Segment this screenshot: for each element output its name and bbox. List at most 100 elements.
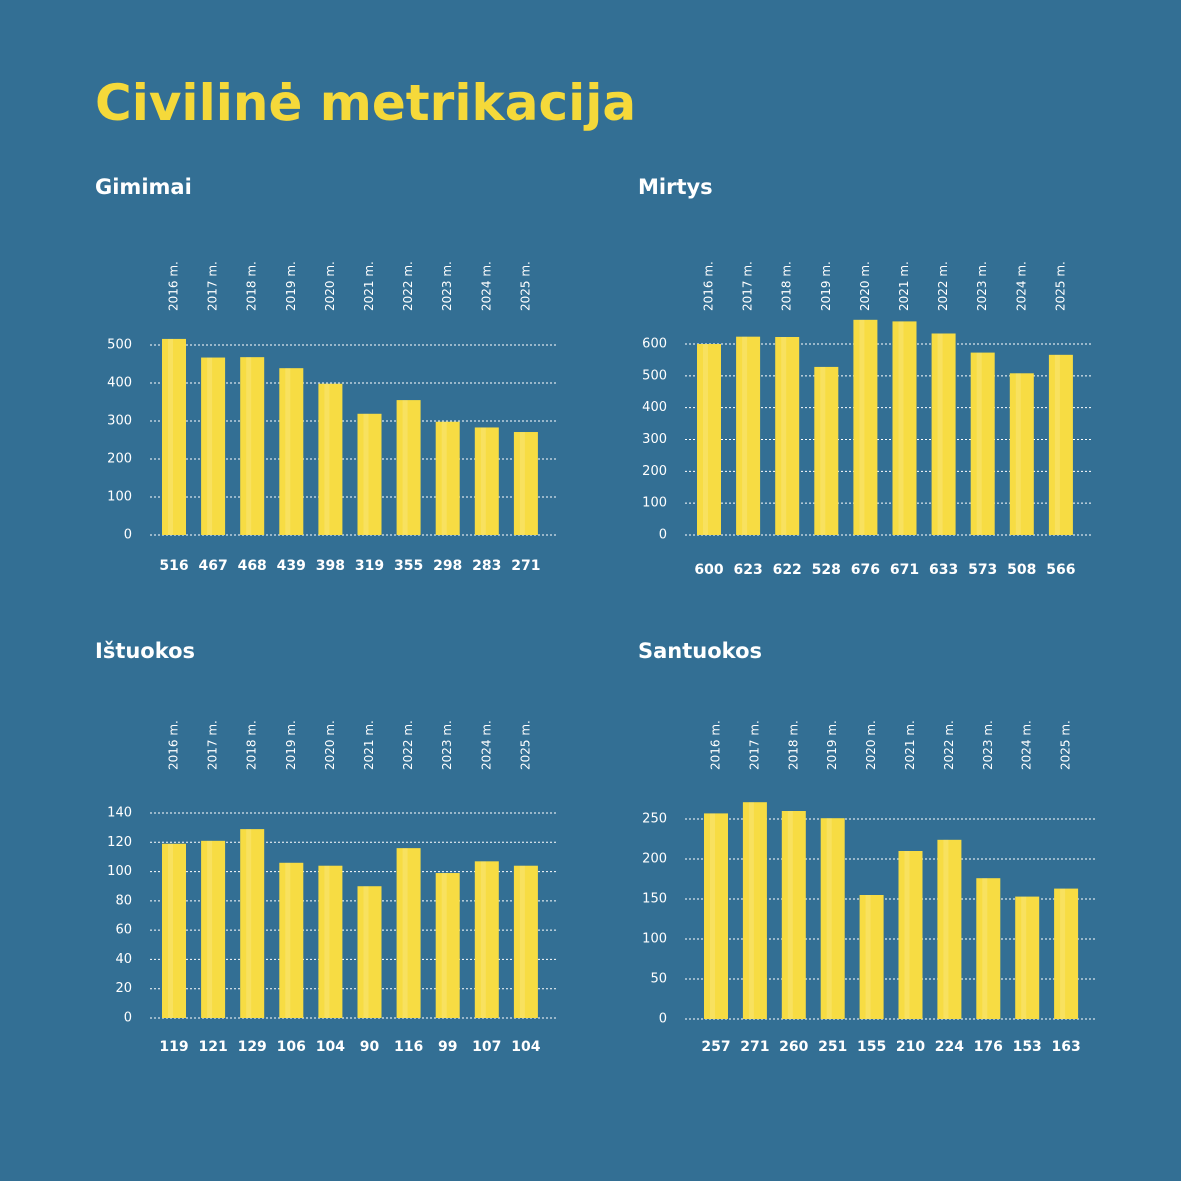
bar — [162, 843, 186, 1018]
bar — [318, 383, 343, 535]
bar — [853, 319, 878, 535]
y-tick-label: 120 — [107, 835, 132, 850]
category-label: 2024 m. — [479, 720, 493, 770]
bar-highlight — [820, 366, 826, 535]
bar-highlight — [748, 802, 754, 1019]
y-tick-label: 20 — [115, 981, 132, 996]
y-tick-label: 250 — [642, 812, 667, 827]
y-tick-label: 100 — [642, 496, 667, 511]
value-label: 271 — [511, 558, 540, 574]
bar-highlight — [246, 829, 252, 1018]
value-label: 153 — [1013, 1039, 1042, 1055]
y-tick-label: 150 — [642, 892, 667, 907]
bar-highlight — [480, 427, 486, 535]
value-label: 107 — [472, 1039, 501, 1055]
bar-highlight — [285, 368, 291, 535]
bar — [474, 861, 499, 1018]
bar — [937, 839, 962, 1019]
y-tick-label: 400 — [642, 400, 667, 415]
y-tick-label: 40 — [115, 952, 132, 967]
bar-highlight — [207, 840, 213, 1018]
y-tick-label: 0 — [659, 1012, 667, 1027]
category-label: 2016 m. — [167, 720, 181, 770]
value-label: 566 — [1046, 562, 1075, 578]
bar — [976, 878, 1001, 1019]
category-label: 2022 m. — [401, 720, 415, 770]
value-label: 224 — [935, 1039, 964, 1055]
category-label: 2021 m. — [362, 720, 376, 770]
y-tick-label: 100 — [107, 864, 132, 879]
category-label: 2022 m. — [401, 261, 415, 311]
bar-highlight — [859, 319, 865, 535]
bar-highlight — [742, 336, 748, 535]
bar — [279, 368, 304, 535]
y-tick-label: 100 — [642, 932, 667, 947]
value-label: 99 — [438, 1039, 457, 1055]
bar — [931, 333, 956, 535]
y-tick-label: 80 — [115, 893, 132, 908]
category-label: 2020 m. — [323, 261, 337, 311]
value-label: 119 — [159, 1039, 188, 1055]
bar-highlight — [710, 813, 715, 1019]
bar-highlight — [976, 352, 982, 535]
y-tick-label: 200 — [107, 452, 132, 467]
value-label: 319 — [355, 558, 384, 574]
y-tick-label: 600 — [642, 337, 667, 352]
bar — [435, 421, 460, 535]
bar — [396, 848, 421, 1018]
value-label: 104 — [316, 1039, 345, 1055]
category-label: 2019 m. — [819, 261, 833, 311]
bar — [201, 840, 226, 1018]
bar — [162, 338, 186, 535]
category-label: 2021 m. — [903, 720, 917, 770]
main-title: Civilinė metrikacija — [95, 74, 636, 132]
category-label: 2025 m. — [518, 261, 532, 311]
bar-highlight — [324, 383, 330, 535]
value-label: 623 — [733, 562, 762, 578]
bar-highlight — [787, 811, 793, 1019]
y-tick-label: 60 — [115, 923, 132, 938]
bar-highlight — [168, 843, 173, 1018]
bar-highlight — [519, 865, 525, 1018]
chart-title: Ištuokos — [95, 639, 195, 663]
bar-highlight — [826, 818, 832, 1019]
bar — [697, 344, 721, 535]
value-label: 121 — [198, 1039, 227, 1055]
bar-highlight — [865, 895, 871, 1019]
bar-highlight — [441, 421, 447, 535]
value-label: 260 — [779, 1039, 808, 1055]
category-label: 2022 m. — [942, 720, 956, 770]
bar-highlight — [246, 357, 252, 535]
category-label: 2023 m. — [440, 720, 454, 770]
y-tick-label: 300 — [642, 432, 667, 447]
category-label: 2024 m. — [1014, 261, 1028, 311]
value-label: 251 — [818, 1039, 847, 1055]
value-label: 355 — [394, 558, 423, 574]
bar-highlight — [1060, 888, 1066, 1019]
category-label: 2021 m. — [897, 261, 911, 311]
bar — [357, 413, 382, 535]
category-label: 2018 m. — [786, 720, 800, 770]
bar-highlight — [480, 861, 486, 1018]
bar — [396, 400, 421, 535]
category-label: 2025 m. — [518, 720, 532, 770]
bar-highlight — [898, 321, 904, 535]
bar — [513, 432, 538, 535]
bar — [970, 352, 995, 535]
bar — [736, 336, 761, 535]
bar — [1009, 373, 1034, 535]
value-label: 573 — [968, 562, 997, 578]
y-tick-label: 100 — [107, 490, 132, 505]
value-label: 163 — [1051, 1039, 1080, 1055]
bar-highlight — [904, 851, 910, 1019]
category-label: 2018 m. — [780, 261, 794, 311]
y-tick-label: 0 — [124, 1011, 132, 1026]
category-label: 2017 m. — [741, 261, 755, 311]
y-tick-label: 200 — [642, 464, 667, 479]
category-label: 2016 m. — [709, 720, 723, 770]
bar — [859, 895, 884, 1019]
value-label: 439 — [277, 558, 306, 574]
y-tick-label: 500 — [107, 338, 132, 353]
category-label: 2025 m. — [1059, 720, 1073, 770]
bar — [892, 321, 917, 535]
